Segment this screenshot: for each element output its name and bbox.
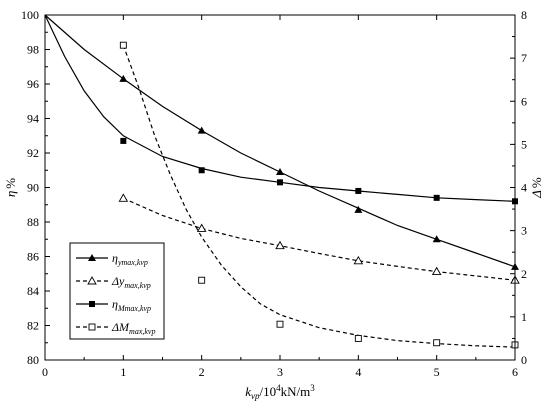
- series-1-point: [118, 193, 129, 202]
- legend-label-2: ηMmax,kvp: [112, 297, 151, 313]
- legend-marker-2: [89, 301, 95, 307]
- x-tick-label: 0: [42, 365, 48, 379]
- x-tick-label: 3: [277, 365, 283, 379]
- series-3-point: [119, 41, 127, 49]
- y-left-tick-label: 92: [27, 146, 39, 160]
- legend-box: [69, 242, 165, 340]
- y-left-tick-label: 90: [27, 181, 39, 195]
- y-right-tick-label: 4: [521, 181, 527, 195]
- y-left-tick-label: 88: [27, 215, 39, 229]
- series-2-point: [277, 179, 283, 186]
- x-tick-label: 4: [355, 365, 361, 379]
- series-0-point: [354, 205, 363, 213]
- series-3-point: [354, 334, 362, 342]
- y-left-tick-label: 100: [21, 8, 39, 22]
- series-0-point: [432, 235, 441, 243]
- y-left-tick-label: 80: [27, 353, 39, 367]
- y-right-tick-label: 3: [521, 224, 527, 238]
- series-1-point: [353, 255, 364, 265]
- y-left-tick-label: 84: [27, 284, 39, 298]
- series-2-point: [120, 137, 127, 144]
- series-2-point: [433, 194, 440, 201]
- series-3-point: [433, 339, 441, 347]
- x-tick-label: 1: [120, 365, 126, 379]
- legend-marker-1: [87, 276, 97, 285]
- series-1-point: [431, 266, 442, 276]
- series-1-point: [275, 240, 285, 250]
- series-0-point: [276, 167, 284, 175]
- y-right-tick-label: 0: [521, 353, 527, 367]
- y-axis-right-label: Δ%: [529, 177, 544, 199]
- y-left-tick-label: 86: [27, 250, 39, 264]
- y-right-tick-label: 1: [521, 310, 527, 324]
- series-3-point: [198, 276, 206, 284]
- series-3-point: [276, 320, 284, 328]
- y-right-tick-label: 6: [521, 94, 527, 108]
- y-left-tick-label: 98: [27, 43, 39, 57]
- x-tick-label: 5: [434, 365, 440, 379]
- y-axis-left-label: η%: [3, 178, 18, 197]
- legend-label-1: Δymax,kvp: [111, 274, 151, 290]
- x-tick-label: 2: [199, 365, 205, 379]
- legend-marker-3: [88, 323, 96, 331]
- y-left-tick-label: 82: [27, 319, 39, 333]
- y-right-tick-label: 2: [521, 267, 527, 281]
- y-right-tick-label: 5: [521, 137, 527, 151]
- series-1-point: [196, 223, 207, 232]
- legend-label-0: ηymax,kvp: [112, 251, 148, 267]
- y-right-tick-label: 7: [521, 51, 527, 65]
- x-tick-label: 6: [512, 365, 518, 379]
- series-0-point: [119, 74, 128, 82]
- series-0-curve: [44, 14, 516, 268]
- y-left-tick-label: 96: [27, 77, 39, 91]
- y-right-tick-label: 8: [521, 8, 527, 22]
- series-3-curve: [122, 44, 516, 348]
- series-2-curve: [44, 14, 516, 202]
- series-2-point: [198, 167, 205, 174]
- legend-label-3: ΔMmax,kvp: [111, 320, 155, 336]
- series-0-point: [197, 126, 206, 134]
- legend-marker-0: [88, 254, 96, 261]
- series-2-point: [355, 187, 362, 194]
- x-axis-label: kvp/104kN/m3: [245, 383, 315, 401]
- legend: ηymax,kvp Δymax,kvp ηMmax,kvp ΔMmax,kvp: [69, 242, 165, 340]
- series-1-curve: [123, 197, 516, 281]
- y-left-tick-label: 94: [27, 112, 39, 126]
